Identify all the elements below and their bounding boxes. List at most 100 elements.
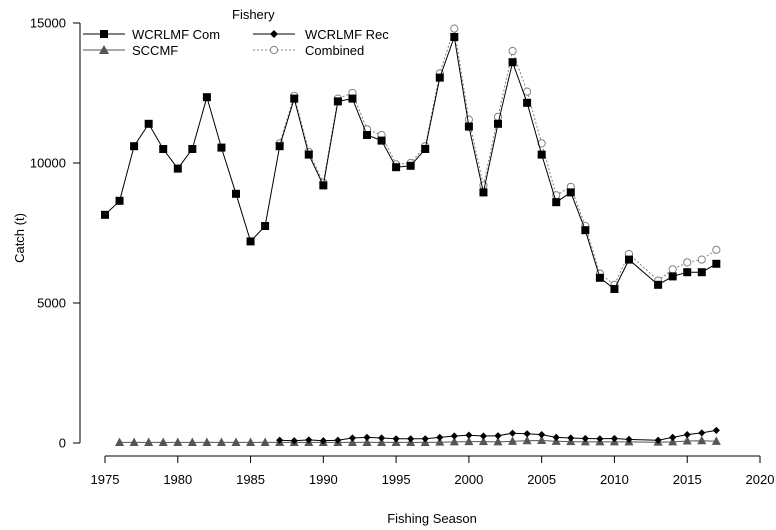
data-point-wcrlmf-com <box>101 210 109 219</box>
data-point-wcrlmf-com <box>581 226 590 235</box>
data-point-wcrlmf-com <box>217 143 226 152</box>
data-point-wcrlmf-com <box>625 255 633 264</box>
data-point-wcrlmf-rec <box>450 432 458 440</box>
data-point-wcrlmf-rec <box>654 436 662 444</box>
x-tick-label: 2005 <box>527 472 556 487</box>
data-point-wcrlmf-com <box>173 164 182 173</box>
x-tick-label: 2020 <box>746 472 775 487</box>
legend-title: Fishery <box>232 7 275 22</box>
data-point-wcrlmf-rec <box>712 426 720 434</box>
data-point-wcrlmf-com <box>188 145 197 153</box>
x-tick-label: 2015 <box>673 472 702 487</box>
data-point-sccmf <box>711 436 721 445</box>
y-tick-label: 5000 <box>37 296 66 311</box>
data-point-wcrlmf-com <box>697 268 706 277</box>
data-point-sccmf <box>362 437 372 446</box>
data-point-wcrlmf-com <box>130 142 139 151</box>
data-point-combined <box>464 115 473 124</box>
data-point-wcrlmf-com <box>435 73 444 82</box>
legend-label-wcrlmf-com: WCRLMF Com <box>132 27 220 42</box>
data-point-sccmf <box>537 435 547 444</box>
y-tick-label: 15000 <box>30 16 66 31</box>
data-point-wcrlmf-rec <box>596 435 604 443</box>
data-point-wcrlmf-com <box>464 122 473 131</box>
data-point-wcrlmf-rec <box>407 435 415 443</box>
data-point-wcrlmf-com <box>363 131 371 139</box>
data-point-sccmf <box>668 436 678 446</box>
data-point-sccmf <box>449 436 459 446</box>
legend: Fishery WCRLMF Com SCCMF WCRLMF Rec Comb… <box>83 7 389 58</box>
data-point-sccmf <box>260 437 270 446</box>
legend-entry-wcrlmf-rec: WCRLMF Rec <box>253 27 389 42</box>
data-point-wcrlmf-rec <box>392 435 400 443</box>
data-point-wcrlmf-com <box>654 280 663 289</box>
data-point-wcrlmf-com <box>392 163 401 172</box>
data-point-sccmf <box>246 437 256 446</box>
legend-marker-wcrlmf-rec <box>270 30 278 38</box>
data-point-wcrlmf-rec <box>276 436 284 444</box>
data-point-sccmf <box>464 436 474 446</box>
data-point-combined <box>668 265 677 274</box>
data-point-wcrlmf-com <box>479 188 488 197</box>
legend-label-sccmf: SCCMF <box>132 43 178 58</box>
data-point-wcrlmf-rec <box>494 432 502 440</box>
data-point-wcrlmf-rec <box>625 435 633 443</box>
data-point-combined <box>508 46 517 56</box>
data-point-wcrlmf-com <box>668 272 677 281</box>
data-point-wcrlmf-com <box>319 181 328 190</box>
data-point-wcrlmf-rec <box>377 434 386 442</box>
data-point-wcrlmf-com <box>683 268 692 277</box>
data-point-sccmf <box>508 436 518 445</box>
data-point-sccmf <box>697 435 707 445</box>
data-point-wcrlmf-rec <box>683 431 691 439</box>
data-point-wcrlmf-rec <box>465 431 473 439</box>
data-point-wcrlmf-com <box>595 273 604 282</box>
data-point-wcrlmf-com <box>523 98 532 107</box>
x-tick-label: 1990 <box>309 472 338 487</box>
data-point-combined <box>450 24 459 33</box>
data-point-sccmf <box>377 437 387 446</box>
data-point-wcrlmf-rec <box>479 432 488 440</box>
data-point-wcrlmf-com <box>421 145 430 153</box>
data-point-wcrlmf-rec <box>552 433 560 441</box>
data-point-combined <box>697 255 706 264</box>
data-point-wcrlmf-rec <box>363 433 371 441</box>
y-ticks: 0 5000 10000 15000 <box>30 16 80 451</box>
data-point-sccmf <box>187 437 197 446</box>
legend-entry-combined: Combined <box>253 43 364 58</box>
legend-label-wcrlmf-rec: WCRLMF Rec <box>305 27 389 42</box>
legend-entry-sccmf: SCCMF <box>83 43 178 58</box>
data-point-wcrlmf-com <box>537 150 546 159</box>
data-point-sccmf <box>682 436 692 445</box>
x-tick-label: 1995 <box>382 472 411 487</box>
data-point-sccmf <box>435 437 445 446</box>
x-tick-label: 1975 <box>91 472 120 487</box>
data-point-wcrlmf-rec <box>436 433 444 441</box>
data-point-wcrlmf-com <box>406 161 415 170</box>
series-line-combined <box>279 28 717 286</box>
data-point-wcrlmf-rec <box>523 430 531 438</box>
data-point-wcrlmf-com <box>290 94 299 103</box>
data-point-wcrlmf-com <box>348 94 357 103</box>
data-point-wcrlmf-rec <box>538 431 546 439</box>
data-point-wcrlmf-com <box>261 222 270 230</box>
data-point-wcrlmf-com <box>712 259 721 268</box>
data-point-sccmf <box>216 437 226 446</box>
data-point-combined <box>523 87 532 96</box>
data-point-sccmf <box>478 436 488 446</box>
x-axis-title: Fishing Season <box>387 511 477 526</box>
data-point-wcrlmf-com <box>552 198 561 207</box>
legend-marker-sccmf <box>99 45 109 54</box>
data-point-wcrlmf-com <box>508 58 517 67</box>
data-point-wcrlmf-com <box>115 196 124 205</box>
data-point-wcrlmf-com <box>610 285 619 293</box>
data-point-wcrlmf-rec <box>305 436 313 444</box>
y-tick-label: 10000 <box>30 156 66 171</box>
legend-label-combined: Combined <box>305 43 364 58</box>
legend-marker-combined <box>269 45 279 55</box>
x-tick-label: 1985 <box>236 472 265 487</box>
y-axis-title: Catch (t) <box>12 213 27 263</box>
x-tick-label: 1980 <box>163 472 192 487</box>
data-point-wcrlmf-com <box>232 189 240 198</box>
